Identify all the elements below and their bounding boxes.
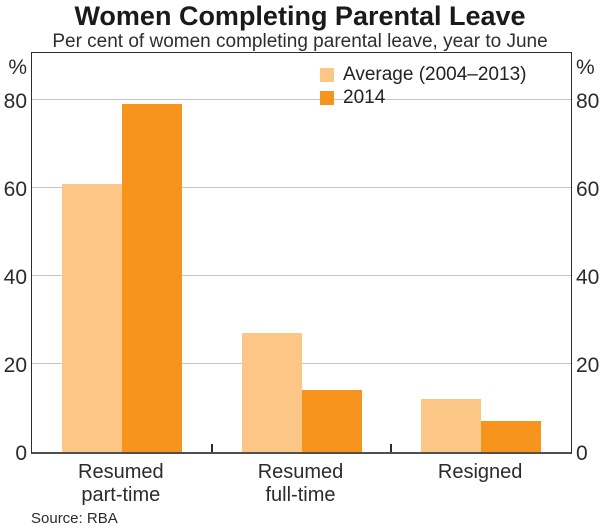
legend-swatch-2014: [320, 90, 334, 105]
legend-label-average: Average (2004–2013): [343, 63, 527, 85]
source-note: Source: RBA: [31, 510, 118, 527]
gridline-20: [32, 363, 571, 364]
category-label-3: Resigned: [390, 461, 570, 484]
left-axis-label-60: 60: [3, 178, 27, 201]
x-axis-tick: [390, 444, 393, 452]
legend-item-average: Average (2004–2013): [320, 63, 526, 86]
category-label-1: Resumed part-time: [31, 461, 211, 507]
legend: Average (2004–2013) 2014: [320, 63, 526, 109]
gridline-80: [32, 99, 571, 100]
category-label-line: Resumed: [78, 461, 164, 483]
legend-item-2014: 2014: [320, 86, 526, 109]
category-label-line: Resumed: [257, 461, 344, 483]
right-axis-unit-label: %: [576, 56, 595, 79]
right-axis-label-60: 60: [576, 178, 600, 201]
category-label-line: full-time: [265, 484, 336, 506]
left-axis-unit-label: %: [8, 56, 27, 79]
right-axis-label-80: 80: [576, 90, 600, 113]
legend-label-2014: 2014: [343, 86, 386, 108]
right-axis-label-40: 40: [576, 266, 600, 289]
bar-average-1: [61, 183, 122, 452]
chart-title: Women Completing Parental Leave: [74, 1, 526, 31]
category-label-2: Resumed full-time: [211, 461, 391, 507]
right-axis-label-0: 0: [576, 442, 588, 465]
left-axis-label-20: 20: [3, 354, 27, 377]
chart-subtitle: Per cent of women completing parental le…: [52, 31, 548, 52]
bar-average-3: [421, 399, 482, 452]
right-axis-label-20: 20: [576, 354, 600, 377]
bar-2014-3: [481, 421, 542, 452]
left-axis-label-40: 40: [3, 266, 27, 289]
bar-2014-2: [301, 390, 362, 452]
legend-swatch-average: [320, 67, 334, 82]
left-axis-label-0: 0: [15, 442, 27, 465]
left-axis-label-80: 80: [3, 90, 27, 113]
gridline-40: [32, 275, 571, 276]
bar-2014-1: [121, 104, 182, 452]
category-label-line: part-time: [81, 484, 161, 506]
category-label-line: Resigned: [437, 461, 523, 483]
gridline-60: [32, 187, 571, 188]
plot-area: Average (2004–2013) 2014: [31, 52, 572, 454]
x-axis-tick: [210, 444, 213, 452]
bar-average-2: [241, 333, 302, 452]
